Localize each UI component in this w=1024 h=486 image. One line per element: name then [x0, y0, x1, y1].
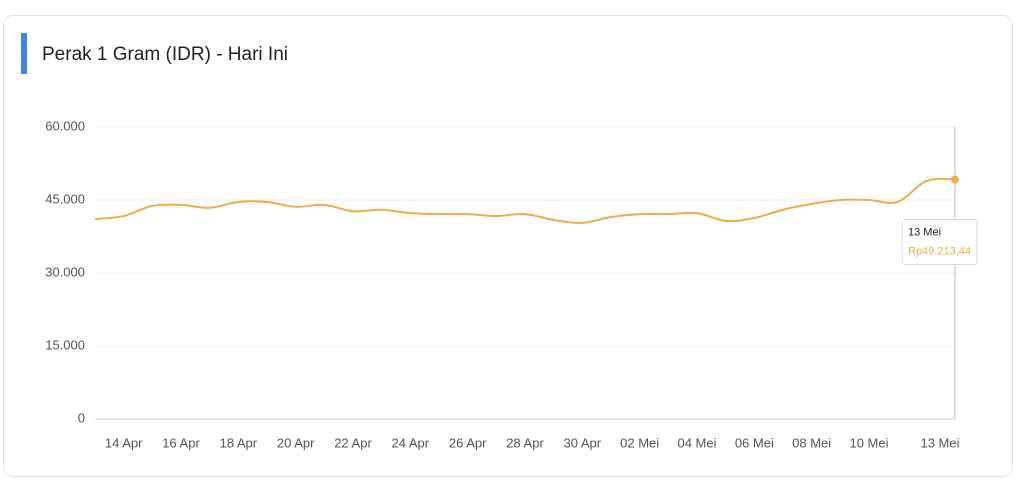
- card: [3, 15, 1013, 477]
- x-tick-label: 26 Apr: [449, 435, 487, 450]
- tooltip-title: 13 Mei: [908, 226, 941, 238]
- tooltip: [901, 218, 978, 265]
- line: [94, 177, 956, 224]
- x-tick-label: 20 Apr: [277, 435, 315, 450]
- y-tick-label: 45.000: [45, 191, 85, 206]
- x-tick-label: 16 Apr: [162, 435, 200, 450]
- x-tick-label: 22 Apr: [334, 435, 372, 450]
- x-tick-label: 14 Apr: [105, 435, 143, 450]
- x-tick-label: 28 Apr: [506, 435, 544, 450]
- chart-title: Perak 1 Gram (IDR) - Hari Ini: [42, 44, 288, 65]
- point: [951, 175, 959, 184]
- y-tick-label: 30.000: [45, 264, 85, 279]
- plot: 0 15.000 30.000 45.000 60.000 14 Apr 16 Apr 18 …: [45, 118, 978, 450]
- y-tick-label: 15.000: [45, 337, 85, 352]
- x-tick-label: 18 Apr: [220, 435, 258, 450]
- tooltip-value: Rp49.213,44: [908, 245, 971, 257]
- y-tick-label: 60.000: [45, 118, 85, 133]
- x-tick-label: 04 Mei: [677, 435, 716, 450]
- y-tick-label: 0: [78, 410, 85, 425]
- x-tick-label: 24 Apr: [392, 435, 430, 450]
- x-tick-label: 10 Mei: [849, 435, 888, 450]
- x-tick-label: 13 Mei: [920, 435, 959, 450]
- title-accent: [21, 33, 27, 74]
- x-tick-label: 08 Mei: [792, 435, 831, 450]
- x-tick-label: 02 Mei: [620, 435, 659, 450]
- x-tick-label: 06 Mei: [735, 435, 774, 450]
- x-tick-label: 30 Apr: [564, 435, 602, 450]
